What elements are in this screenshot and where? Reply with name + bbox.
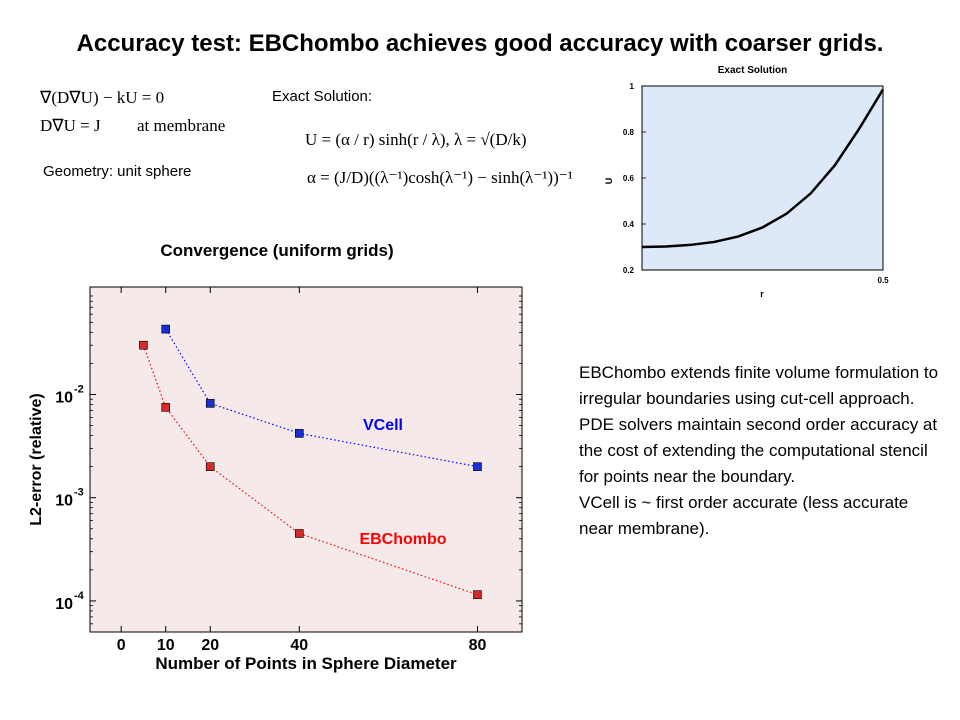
data-point-ebchombo: [473, 590, 482, 599]
exact-x-tick-label: 0.5: [877, 276, 889, 285]
data-point-ebchombo: [205, 462, 215, 471]
x-tick-label: 80: [469, 637, 487, 654]
convergence-chart-title: Convergence (uniform grids): [160, 241, 394, 260]
slide-title: Accuracy test: EBChombo achieves good ac…: [76, 30, 884, 57]
exact-chart-title: Exact Solution: [718, 65, 787, 76]
series-label-ebchombo: EBChombo: [359, 531, 446, 548]
exact-x-axis-label: r: [760, 289, 764, 299]
plot-area: [89, 286, 523, 633]
description-paragraph-2: VCell is ~ first order accurate (less ac…: [579, 493, 909, 538]
exact-y-tick-label: 0.2: [623, 266, 635, 275]
bc-equation: D∇U = J: [40, 116, 101, 135]
exact-y-axis-label: U: [604, 178, 614, 185]
y-tick-exponent: -2: [74, 383, 84, 395]
exact-y-tick-label: 1: [630, 82, 635, 91]
x-tick-label: 10: [157, 637, 175, 654]
data-point-vcell: [161, 324, 171, 334]
y-tick-label: 10: [55, 596, 73, 613]
y-tick-exponent: -4: [74, 590, 85, 602]
pde-equation: ∇(D∇U) − kU = 0: [40, 88, 165, 107]
description-paragraph-1: EBChombo extends finite volume formulati…: [579, 363, 939, 486]
exact-plot-area: [641, 85, 884, 271]
description: EBChombo extends finite volume formulati…: [579, 360, 939, 542]
x-tick-label: 40: [290, 637, 308, 654]
exact-solution-label: Exact Solution:: [272, 88, 373, 105]
data-point-vcell: [473, 462, 482, 471]
x-axis-label: Number of Points in Sphere Diameter: [155, 654, 457, 673]
exact-solution-curve: [641, 88, 885, 249]
data-point-ebchombo: [139, 340, 148, 350]
y-tick-label: 10: [55, 493, 73, 510]
data-point-vcell: [205, 399, 215, 408]
series-label-vcell: VCell: [363, 417, 403, 434]
exact-y-tick-label: 0.6: [623, 174, 635, 183]
x-tick-label: 0: [117, 637, 126, 654]
exact-y-tick-label: 0.4: [623, 220, 635, 229]
geometry-label: Geometry: unit sphere: [43, 163, 192, 180]
data-point-ebchombo: [161, 403, 171, 412]
bc-condition: at membrane: [137, 116, 226, 135]
y-tick-exponent: -3: [74, 487, 84, 499]
exact-y-tick-label: 0.8: [623, 128, 635, 137]
y-axis-label: L2-error (relative): [28, 393, 45, 526]
y-tick-label: 10: [55, 389, 73, 406]
data-point-ebchombo: [295, 529, 304, 538]
exact-u-equation: U = (α / r) sinh(r / λ), λ = √(D/k): [305, 130, 527, 149]
exact-alpha-equation: α = (J/D)((λ⁻¹)cosh(λ⁻¹) − sinh(λ⁻¹))⁻¹: [307, 168, 573, 187]
data-point-vcell: [295, 429, 304, 438]
x-tick-label: 20: [201, 637, 219, 654]
